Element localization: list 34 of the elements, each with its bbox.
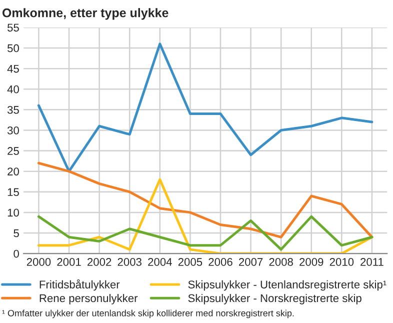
legend-label: Fritidsbåtulykker bbox=[40, 279, 120, 291]
x-tick-label: 2005 bbox=[178, 258, 202, 266]
y-tick-label: 35 bbox=[7, 106, 19, 114]
x-tick-label: 2009 bbox=[300, 258, 324, 266]
y-tick-label: 50 bbox=[8, 44, 19, 52]
x-tick-label: 2011 bbox=[360, 258, 384, 266]
y-tick-label: 30 bbox=[7, 126, 19, 134]
x-tick-label: 2001 bbox=[57, 258, 81, 266]
legend-label: Rene personulykker bbox=[40, 294, 138, 304]
legend-label: Skipsulykker - Norskregistrerte skip bbox=[188, 294, 362, 304]
x-tick-label: 2004 bbox=[148, 258, 172, 266]
y-tick-label: 25 bbox=[8, 147, 19, 155]
chart-title: Omkomne, etter type ulykke bbox=[2, 8, 168, 20]
y-tick-label: 20 bbox=[8, 168, 19, 176]
x-tick-label: 2010 bbox=[330, 258, 354, 266]
y-tick-label: 45 bbox=[7, 64, 19, 73]
line-series bbox=[37, 42, 374, 173]
y-tick-label: 15 bbox=[8, 188, 19, 196]
y-tick-label: 0 bbox=[14, 250, 19, 258]
line-series bbox=[37, 178, 374, 254]
x-tick-label: 2003 bbox=[118, 258, 142, 266]
line-series bbox=[37, 215, 374, 251]
legend-label: Skipsulykker - Utenlandsregistrerte skip¹ bbox=[188, 280, 386, 291]
y-tick-label: 10 bbox=[8, 208, 19, 217]
x-tick-label: 2002 bbox=[88, 258, 112, 266]
text: ¹ Omfatter ulykker der utenlandsk skip kolliderer med norskregistrert skip. bbox=[2, 310, 294, 318]
x-tick-label: 2008 bbox=[269, 258, 293, 266]
line-series bbox=[37, 162, 374, 238]
x-tick-label: 2000 bbox=[26, 258, 51, 266]
y-tick-label: 40 bbox=[7, 85, 19, 94]
x-tick-label: 2006 bbox=[208, 258, 232, 266]
y-tick-label: 55 bbox=[8, 24, 19, 32]
x-tick-label: 2007 bbox=[238, 258, 263, 266]
y-tick-label: 5 bbox=[14, 229, 19, 238]
